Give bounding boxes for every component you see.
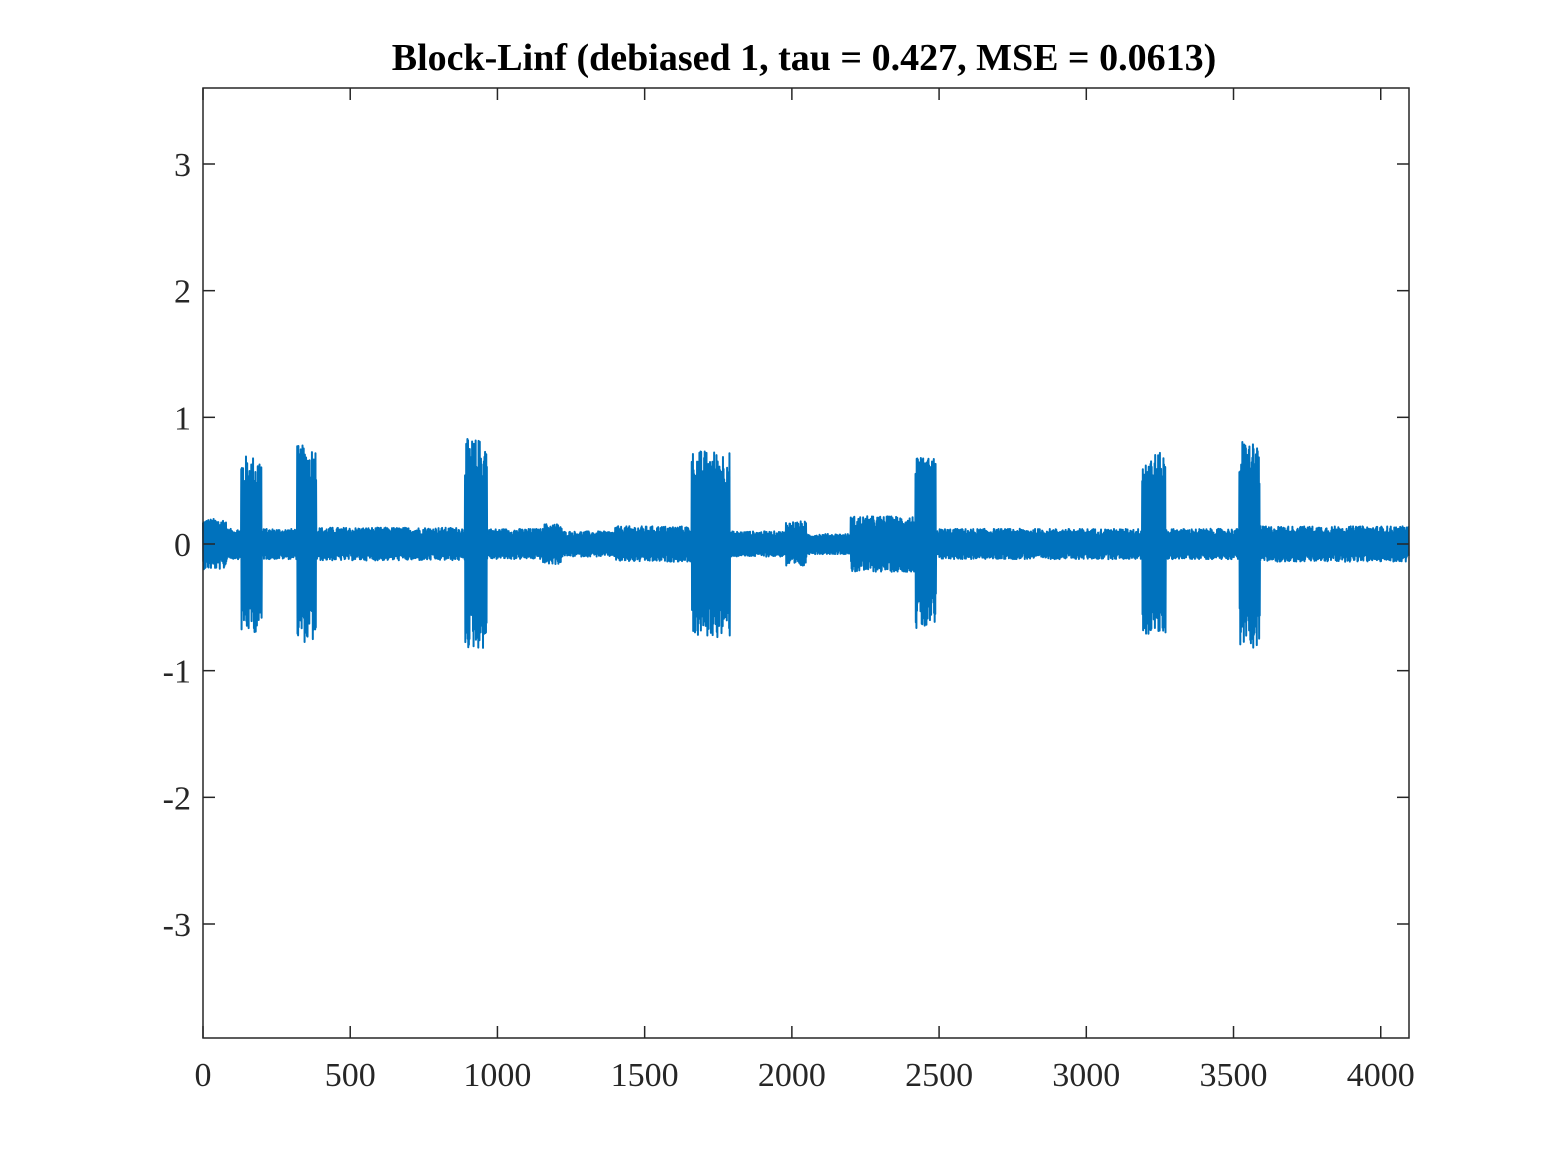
axes-box bbox=[202, 87, 1410, 1039]
x-tick-label: 1500 bbox=[611, 1057, 679, 1094]
y-axis: -3 -2 -1 0 1 2 3 bbox=[163, 147, 1409, 944]
x-tick-label: 4000 bbox=[1347, 1057, 1415, 1094]
chart-title: Block-Linf (debiased 1, tau = 0.427, MSE… bbox=[392, 37, 1216, 79]
plot-area: 0 500 1000 1500 2000 2500 3000 3500 4000 -3-2-10… bbox=[163, 87, 1415, 1094]
x-tick-label: 2500 bbox=[905, 1057, 973, 1094]
y-tick-label: -2 bbox=[163, 780, 191, 817]
x-tick-label: 0 bbox=[195, 1057, 212, 1094]
y-tick-label: 0 bbox=[174, 527, 191, 564]
y-tick-label: -3 bbox=[163, 907, 191, 944]
y-tick-label: 3 bbox=[174, 147, 191, 184]
y-tick-label: 1 bbox=[174, 400, 191, 437]
x-tick-label: 500 bbox=[325, 1057, 376, 1094]
series-layer bbox=[202, 438, 1410, 649]
x-tick-label: 2000 bbox=[758, 1057, 826, 1094]
y-tick-label: -1 bbox=[163, 654, 191, 691]
y-tick-label: 2 bbox=[174, 274, 191, 311]
x-tick-label: 1000 bbox=[463, 1057, 531, 1094]
x-axis: 0 500 1000 1500 2000 2500 3000 3500 4000 bbox=[195, 88, 1415, 1094]
signal-line bbox=[202, 438, 1410, 649]
x-tick-label: 3000 bbox=[1052, 1057, 1120, 1094]
x-tick-label: 3500 bbox=[1200, 1057, 1268, 1094]
